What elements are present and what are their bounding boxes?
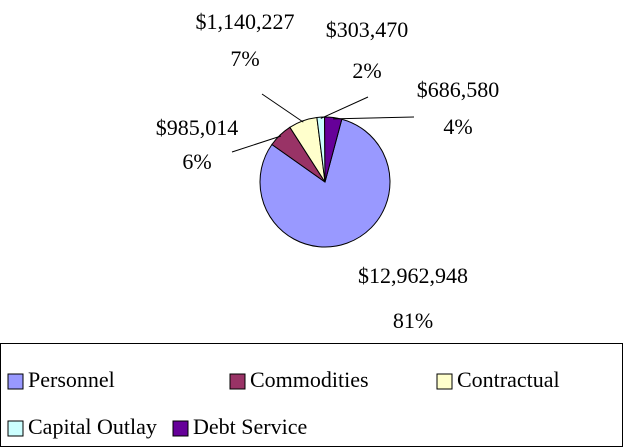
value-label: $1,140,227 bbox=[196, 9, 295, 34]
legend-label: Commodities bbox=[250, 367, 369, 392]
leader-line bbox=[333, 116, 415, 120]
legend-box bbox=[0, 343, 623, 447]
percent-label: 6% bbox=[182, 149, 211, 174]
legend-swatch bbox=[172, 420, 189, 437]
value-label: $303,470 bbox=[326, 17, 409, 42]
leader-line bbox=[261, 93, 304, 123]
leader-line bbox=[320, 96, 369, 119]
legend-swatch bbox=[7, 420, 24, 437]
value-label: $985,014 bbox=[156, 115, 239, 140]
legend-label: Capital Outlay bbox=[28, 414, 157, 439]
value-label: $12,962,948 bbox=[358, 263, 468, 288]
percent-label: 4% bbox=[443, 114, 472, 139]
legend-label: Personnel bbox=[28, 367, 115, 392]
legend-swatch bbox=[436, 373, 453, 390]
percent-label: 81% bbox=[393, 308, 433, 333]
leader-line bbox=[231, 135, 282, 153]
legend-label: Contractual bbox=[457, 367, 560, 392]
percent-label: 2% bbox=[352, 58, 381, 83]
legend-swatch bbox=[229, 373, 246, 390]
pie-slice bbox=[259, 118, 391, 248]
value-label: $686,580 bbox=[417, 77, 500, 102]
legend-label: Debt Service bbox=[193, 414, 307, 439]
legend-swatch bbox=[7, 373, 24, 390]
percent-label: 7% bbox=[230, 46, 259, 71]
